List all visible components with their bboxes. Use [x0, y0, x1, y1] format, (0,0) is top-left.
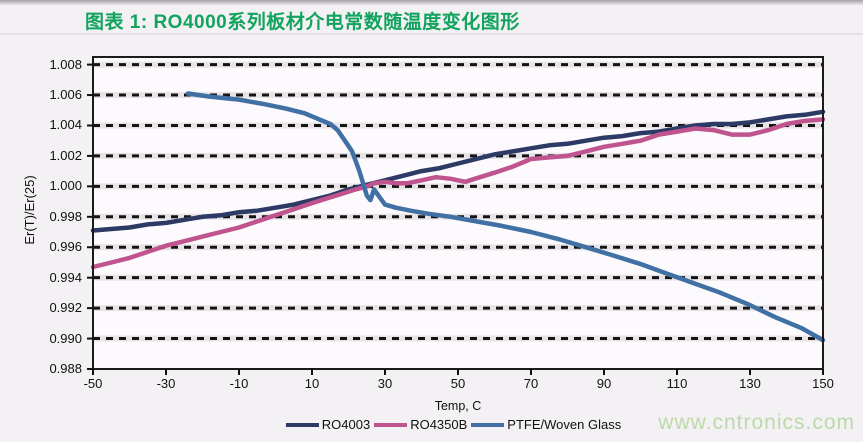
- y-tick-label: 0.990: [49, 330, 82, 346]
- x-tick-label: -30: [156, 376, 176, 391]
- legend-label: RO4350B: [410, 417, 468, 432]
- figure-title: 图表 1: RO4000系列板材介电常数随温度变化图形: [85, 12, 520, 33]
- legend-item: RO4003: [285, 417, 371, 432]
- x-tick-label: -50: [83, 376, 103, 391]
- x-tick-label: 10: [304, 376, 320, 391]
- y-tick-label: 0.996: [49, 239, 82, 255]
- y-tick-label: 1.006: [49, 87, 82, 103]
- x-tick-label: 90: [596, 376, 612, 391]
- x-tick-label: 150: [812, 376, 834, 391]
- chart-legend: RO4003 RO4350B PTFE/Woven Glass: [22, 417, 863, 432]
- top-border-strip: [0, 0, 863, 5]
- legend-label: RO4003: [321, 417, 371, 432]
- x-axis-title: Temp, C: [434, 399, 482, 413]
- plot-background: [93, 57, 823, 369]
- legend-label: PTFE/Woven Glass: [507, 417, 622, 432]
- legend-item: RO4350B: [374, 417, 467, 432]
- chart-svg: [87, 56, 826, 375]
- x-tick-label: 130: [739, 376, 761, 391]
- legend-item: PTFE/Woven Glass: [471, 417, 621, 432]
- legend-line-swatch: [374, 422, 408, 427]
- x-tick-label: -10: [229, 376, 249, 391]
- series-line-0: [90, 109, 826, 233]
- x-tick-label: 110: [666, 376, 688, 391]
- y-tick-label: 1.000: [49, 178, 82, 194]
- x-tick-label: 30: [377, 376, 393, 391]
- y-tick-label: 1.002: [49, 147, 82, 163]
- series-line-2: [185, 91, 826, 343]
- y-tick-label: 1.008: [49, 56, 82, 72]
- legend-line-swatch: [285, 422, 319, 427]
- y-tick-label: 0.998: [49, 208, 82, 224]
- x-tick-label: 70: [523, 376, 539, 391]
- legend-line-swatch: [471, 422, 505, 427]
- series-line-1: [90, 117, 826, 270]
- title-divider: [0, 33, 863, 36]
- x-tick-label: 50: [450, 376, 466, 391]
- y-tick-label: 0.992: [49, 300, 82, 316]
- watermark-text: www.cntronics.com: [658, 411, 855, 434]
- y-tick-label: 1.004: [49, 117, 82, 133]
- y-tick-label: 0.988: [49, 361, 82, 376]
- y-tick-label: 0.994: [49, 269, 82, 285]
